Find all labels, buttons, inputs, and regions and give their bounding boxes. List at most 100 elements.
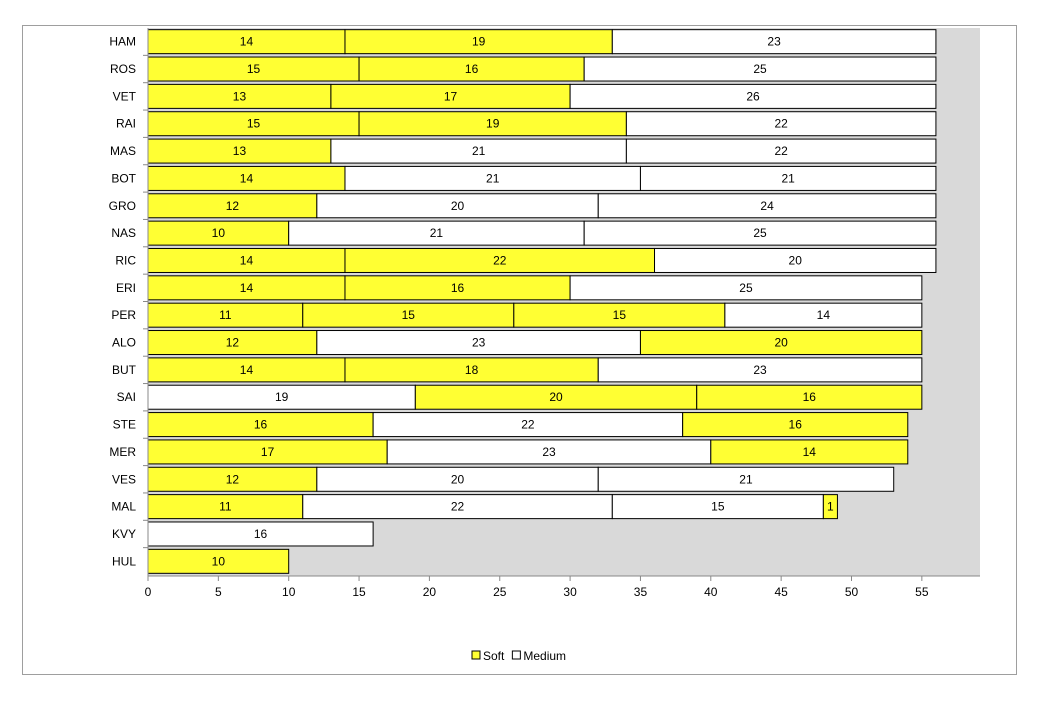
- data-label-but-stint-3: 23: [753, 363, 767, 377]
- y-tick-label-ste: STE: [113, 418, 136, 432]
- y-tick-label-mer: MER: [109, 445, 136, 459]
- bar-rai-stint-1: [147, 111, 360, 137]
- bar-gro-stint-3: [597, 193, 937, 219]
- data-label-hul-stint-1: 10: [212, 554, 226, 568]
- data-label-mas-stint-2: 21: [472, 144, 486, 158]
- data-label-ves-stint-1: 12: [226, 472, 240, 486]
- bar-sai-stint-3: [696, 384, 923, 410]
- bar-nas-stint-2: [288, 220, 585, 246]
- bar-ste-stint-3: [682, 412, 909, 438]
- x-tick-label-55: 55: [915, 585, 929, 599]
- bar-nas-stint-1: [147, 220, 290, 246]
- bar-alo-stint-3: [639, 330, 923, 356]
- bar-ham-stint-3: [611, 29, 937, 55]
- data-label-mal-stint-4: 1: [827, 500, 834, 514]
- data-label-gro-stint-2: 20: [451, 199, 465, 213]
- y-tick-label-per: PER: [111, 308, 136, 322]
- y-tick-label-ric: RIC: [115, 253, 136, 267]
- bar-bot-stint-2: [344, 165, 641, 191]
- data-label-eri-stint-3: 25: [739, 281, 753, 295]
- bar-eri-stint-1: [147, 275, 346, 301]
- bar-but-stint-2: [344, 357, 599, 383]
- legend-swatch-medium: [511, 650, 521, 660]
- y-tick-label-alo: ALO: [112, 336, 136, 350]
- y-tick-label-but: BUT: [112, 363, 137, 377]
- y-tick-label-gro: GRO: [109, 199, 136, 213]
- y-tick-label-rai: RAI: [116, 117, 136, 131]
- bar-ric-stint-3: [654, 247, 937, 273]
- y-tick-label-ros: ROS: [110, 62, 136, 76]
- data-label-nas-stint-1: 10: [212, 226, 226, 240]
- data-label-ros-stint-2: 16: [465, 62, 479, 76]
- chart-frame: [22, 25, 1017, 675]
- y-tick-label-ham: HAM: [109, 35, 136, 49]
- y-tick-label-eri: ERI: [116, 281, 136, 295]
- bar-but-stint-3: [597, 357, 923, 383]
- data-label-bot-stint-3: 21: [782, 171, 796, 185]
- x-tick-label-40: 40: [704, 585, 718, 599]
- data-label-vet-stint-3: 26: [746, 89, 760, 103]
- bar-ste-stint-2: [372, 412, 684, 438]
- y-tick-label-vet: VET: [113, 89, 137, 103]
- bar-nas-stint-3: [583, 220, 937, 246]
- data-label-rai-stint-1: 15: [247, 117, 261, 131]
- bar-rai-stint-3: [625, 111, 937, 137]
- bar-ves-stint-3: [597, 466, 895, 492]
- bar-mas-stint-2: [330, 138, 627, 164]
- bar-vet-stint-3: [569, 83, 937, 109]
- data-label-eri-stint-1: 14: [240, 281, 254, 295]
- y-tick-label-nas: NAS: [111, 226, 136, 240]
- data-label-bot-stint-2: 21: [486, 171, 500, 185]
- data-label-sai-stint-2: 20: [549, 390, 563, 404]
- y-tick-label-kvy: KVY: [112, 527, 136, 541]
- bar-alo-stint-1: [147, 330, 318, 356]
- data-label-gro-stint-1: 12: [226, 199, 240, 213]
- x-tick-label-0: 0: [145, 585, 152, 599]
- data-label-mal-stint-3: 15: [711, 500, 725, 514]
- data-label-alo-stint-3: 20: [774, 336, 788, 350]
- data-label-mer-stint-1: 17: [261, 445, 275, 459]
- bar-ros-stint-3: [583, 56, 937, 82]
- data-label-sai-stint-1: 19: [275, 390, 289, 404]
- data-label-ric-stint-1: 14: [240, 253, 254, 267]
- y-tick-label-hul: HUL: [112, 554, 136, 568]
- data-label-ste-stint-2: 22: [521, 418, 535, 432]
- legend-label-medium: Medium: [523, 649, 566, 663]
- data-label-nas-stint-3: 25: [753, 226, 767, 240]
- data-label-ham-stint-3: 23: [767, 35, 781, 49]
- data-label-mal-stint-2: 22: [451, 500, 465, 514]
- plot-area: [148, 28, 980, 576]
- bar-per-stint-1: [147, 302, 304, 328]
- data-label-alo-stint-2: 23: [472, 336, 486, 350]
- y-tick-label-sai: SAI: [117, 390, 136, 404]
- y-tick-label-ves: VES: [112, 472, 136, 486]
- bar-kvy-stint-1: [147, 521, 374, 547]
- data-label-ste-stint-1: 16: [254, 418, 268, 432]
- bar-mer-stint-3: [710, 439, 909, 465]
- legend-swatch-soft: [471, 650, 481, 660]
- data-label-nas-stint-2: 21: [430, 226, 444, 240]
- x-tick-label-15: 15: [352, 585, 366, 599]
- data-label-rai-stint-3: 22: [774, 117, 788, 131]
- bar-ves-stint-1: [147, 466, 318, 492]
- y-axis-labels: HAM ROS VET RAI MAS BOT GRO NAS RIC ERI PER ALO BUT S…: [109, 35, 137, 569]
- data-label-rai-stint-2: 19: [486, 117, 500, 131]
- data-label-per-stint-2: 15: [402, 308, 416, 322]
- bar-mal-stint-3: [611, 494, 824, 520]
- legend: Soft Medium: [471, 649, 566, 663]
- y-tick-label-bot: BOT: [111, 171, 136, 185]
- bar-mal-stint-1: [147, 494, 304, 520]
- x-tick-label-25: 25: [493, 585, 507, 599]
- bar-ric-stint-2: [344, 247, 656, 273]
- data-label-mas-stint-1: 13: [233, 144, 247, 158]
- bar-sai-stint-1: [147, 384, 416, 410]
- data-label-sai-stint-3: 16: [803, 390, 817, 404]
- x-tick-label-20: 20: [423, 585, 437, 599]
- data-label-ham-stint-2: 19: [472, 35, 486, 49]
- data-label-mal-stint-1: 11: [219, 500, 232, 514]
- data-label-ric-stint-3: 20: [789, 253, 803, 267]
- bar-mas-stint-3: [625, 138, 937, 164]
- data-label-ste-stint-3: 16: [789, 418, 803, 432]
- y-tick-label-mas: MAS: [110, 144, 136, 158]
